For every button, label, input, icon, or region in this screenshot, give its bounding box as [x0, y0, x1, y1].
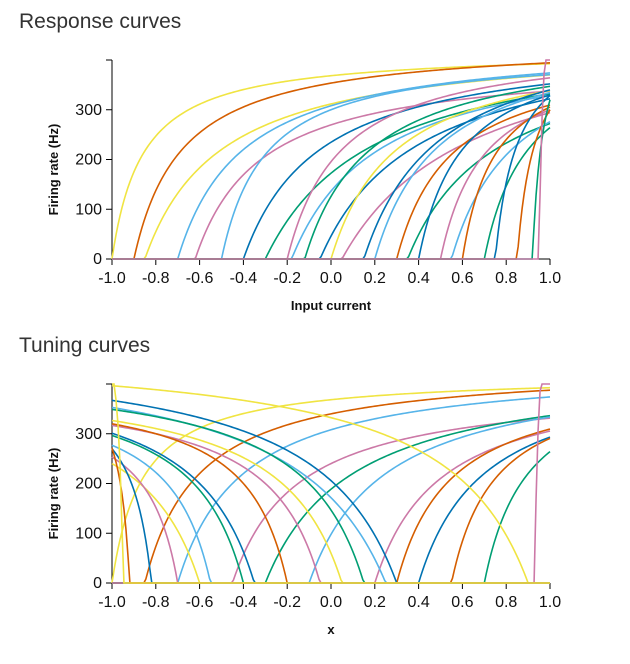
- x-tick-label: -0.6: [186, 594, 214, 611]
- x-tick-label: -0.4: [230, 594, 258, 611]
- series-line-26: [112, 383, 550, 584]
- series-line-3: [112, 72, 551, 260]
- x-tick-label: -1.0: [98, 594, 126, 611]
- page: Response curves -1.0 -0.8 -0.6 -0.4 -0.2 0.0 0…: [19, 10, 561, 637]
- series-line-1: [112, 62, 551, 260]
- x-tick-label: -1.0: [98, 270, 126, 287]
- y-tick-label: 300: [75, 426, 102, 443]
- x-tick-label: 0.6: [451, 594, 473, 611]
- x-tick-label: -0.2: [273, 594, 301, 611]
- series-group: [111, 383, 551, 584]
- series-line-13: [111, 399, 550, 584]
- y-axis-label: Firing rate (Hz): [46, 124, 61, 216]
- x-tick-label: 0.2: [364, 594, 386, 611]
- series-line-12: [111, 384, 550, 584]
- series-line-11: [112, 98, 551, 260]
- x-tick-label: 0.0: [320, 594, 342, 611]
- x-tick-label: 0.6: [451, 270, 473, 287]
- y-tick-label: 200: [75, 476, 102, 493]
- series-line-15: [111, 408, 550, 584]
- series-line-1: [112, 389, 551, 584]
- x-tick-label: 0.4: [407, 270, 429, 287]
- x-tick-label: 1.0: [539, 594, 561, 611]
- series-line-10: [112, 451, 551, 584]
- y-tick-label: 0: [93, 251, 102, 268]
- series-line-5: [112, 73, 551, 260]
- x-tick-label: -0.2: [273, 270, 301, 287]
- series-group: [111, 59, 551, 260]
- y-axis-label: Firing rate (Hz): [46, 448, 61, 540]
- x-tick-label: -0.8: [142, 594, 170, 611]
- x-tick-label: 0.0: [320, 270, 342, 287]
- x-axis-label: x: [327, 622, 335, 637]
- series-line-2: [112, 396, 551, 584]
- y-tick-label: 100: [75, 525, 102, 542]
- x-tick-label: 0.2: [364, 270, 386, 287]
- x-axis-label: Input current: [291, 298, 372, 313]
- x-tick-label: -0.8: [142, 270, 170, 287]
- x-tick-label: 0.4: [407, 594, 429, 611]
- x-tick-label: 1.0: [539, 270, 561, 287]
- y-tick-label: 300: [75, 102, 102, 119]
- x-tick-label: -0.4: [230, 270, 258, 287]
- x-tick-label: 0.8: [495, 594, 517, 611]
- y-tick-label: 100: [75, 201, 102, 218]
- response-curves-chart: -1.0 -0.8 -0.6 -0.4 -0.2 0.0 0.2 0.4 0.6 0.8 1.0 0 1…: [46, 59, 561, 313]
- series-line-19: [111, 432, 550, 584]
- x-tick-label: 0.8: [495, 270, 517, 287]
- series-line-23: [111, 456, 550, 584]
- x-tick-label: -0.6: [186, 270, 214, 287]
- chart-title-response: Response curves: [19, 10, 182, 33]
- y-tick-label: 0: [93, 575, 102, 592]
- tuning-curves-chart: -1.0 -0.8 -0.6 -0.4 -0.2 0.0 0.2 0.4 0.6 0.8 1.0 0 1…: [46, 383, 561, 637]
- series-line-26: [112, 59, 550, 260]
- series-line-2: [112, 74, 551, 260]
- y-tick-label: 200: [75, 152, 102, 169]
- series-line-0: [111, 62, 551, 260]
- chart-title-tuning: Tuning curves: [19, 334, 151, 357]
